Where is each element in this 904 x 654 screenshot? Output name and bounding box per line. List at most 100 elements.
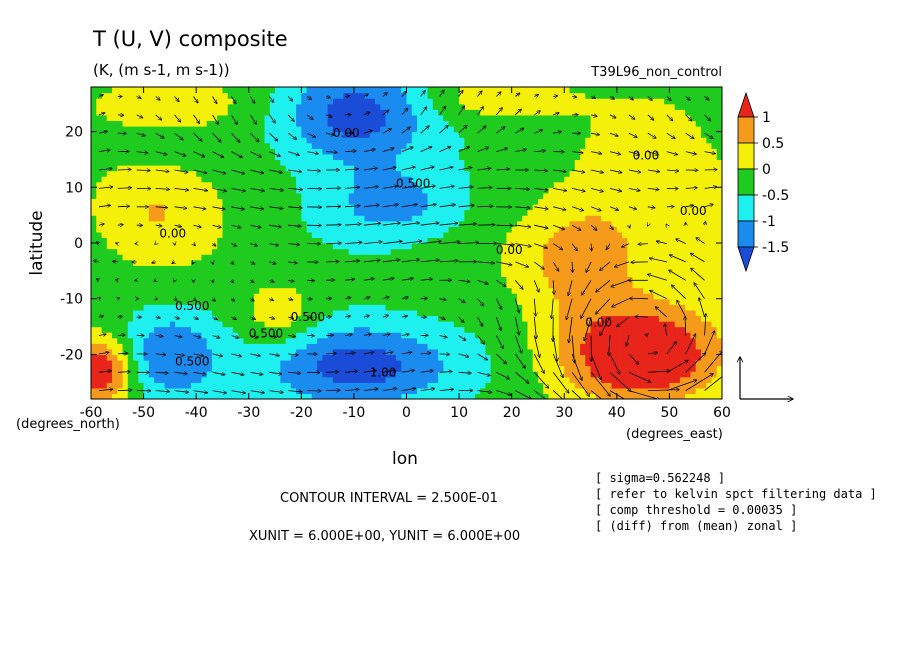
field-cell [143,259,150,266]
field-cell [527,371,534,378]
field-cell [569,215,576,222]
field-cell [564,276,571,283]
field-cell [506,304,513,311]
field-cell [564,348,571,356]
field-cell [637,259,644,266]
field-cell [169,165,176,172]
field-cell [133,187,139,194]
field-cell [296,309,302,317]
field-cell [285,287,292,294]
field-cell [169,360,176,367]
field-cell [653,298,660,305]
field-cell [332,332,339,339]
field-cell [637,220,644,227]
field-cell [459,187,465,194]
field-cell [343,170,350,177]
field-cell [374,326,381,333]
field-cell [159,287,166,294]
field-cell [101,254,108,261]
field-cell [422,343,429,350]
field-cell [464,237,471,244]
field-cell [527,204,534,211]
field-cell [385,371,392,378]
field-cell [138,293,145,300]
field-cell [280,315,287,322]
field-cell [664,265,671,272]
field-cell [259,265,266,272]
field-cell [580,365,586,372]
field-cell [211,337,218,344]
field-cell [269,298,276,305]
field-cell [532,360,539,367]
field-cell [664,270,671,278]
field-cell [432,393,439,399]
field-cell [154,393,160,399]
field-cell [417,343,423,350]
field-cell [622,298,628,305]
field-cell [459,259,465,266]
field-cell [185,254,192,261]
field-cell [464,348,471,356]
field-cell [148,337,155,344]
field-cell [411,204,418,211]
field-cell [643,237,649,244]
field-cell [380,354,387,361]
field-cell [359,209,366,216]
field-cell [438,309,444,317]
field-cell [196,382,203,389]
field-cell [222,276,229,283]
field-cell [632,270,639,278]
field-cell [91,231,97,239]
field-cell [643,343,649,350]
field-cell [290,254,297,261]
field-cell [537,393,544,399]
field-cell [595,265,602,272]
field-cell [637,293,644,300]
field-cell [285,298,292,305]
field-cell [306,181,313,188]
field-cell [96,293,103,300]
field-cell [280,393,287,399]
field-cell [169,287,176,294]
field-cell [127,276,134,283]
field-cell [285,248,292,255]
field-cell [611,393,618,399]
field-cell [480,270,486,278]
field-cell [590,298,597,305]
field-cell [401,220,408,227]
field-cell [196,265,203,272]
field-cell [112,265,118,272]
field-cell [700,192,707,200]
field-cell [495,237,502,244]
field-cell [217,315,224,322]
field-cell [232,231,239,239]
field-cell [432,237,439,244]
field-cell [143,360,150,367]
field-cell [369,315,376,322]
field-cell [553,298,560,305]
field-cell [332,226,339,233]
field-cell [143,348,150,356]
field-cell [164,198,171,205]
field-cell [401,226,408,233]
field-cell [664,315,671,322]
field-cell [169,376,176,383]
field-cell [511,287,518,294]
field-cell [180,360,187,367]
field-cell [432,304,439,311]
field-cell [211,165,218,172]
field-cell [169,298,176,305]
field-cell [222,298,229,305]
field-cell [101,215,108,222]
field-cell [690,293,697,300]
field-cell [690,365,697,372]
field-cell [716,176,722,183]
field-cell [695,215,702,222]
field-cell [469,326,476,333]
field-cell [101,382,108,389]
field-cell [395,309,402,317]
field-cell [169,187,176,194]
field-cell [390,298,397,305]
field-cell [632,254,639,261]
field-cell [122,204,129,211]
